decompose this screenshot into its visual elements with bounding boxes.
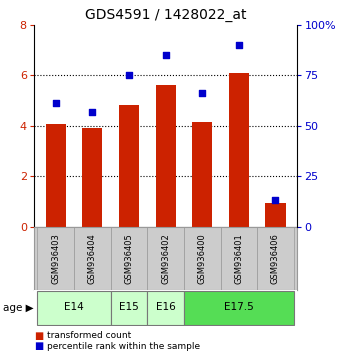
- Bar: [229, 73, 249, 227]
- Point: [53, 101, 58, 106]
- Text: GSM936405: GSM936405: [124, 233, 134, 284]
- Bar: [147, 227, 184, 290]
- Text: GSM936403: GSM936403: [51, 233, 60, 284]
- Bar: [111, 227, 147, 290]
- Point: [199, 91, 205, 96]
- Text: ■: ■: [34, 341, 43, 351]
- Point: [236, 42, 242, 48]
- Text: E15: E15: [119, 302, 139, 312]
- Bar: [74, 227, 111, 290]
- Text: E14: E14: [64, 302, 84, 312]
- Text: GSM936400: GSM936400: [198, 233, 207, 284]
- Text: transformed count: transformed count: [47, 331, 131, 340]
- Text: E17.5: E17.5: [224, 302, 254, 312]
- Bar: [265, 202, 286, 227]
- Bar: [46, 124, 66, 227]
- Bar: [119, 105, 139, 227]
- Bar: [38, 227, 74, 290]
- Point: [126, 72, 132, 78]
- Bar: [221, 227, 257, 290]
- Text: age ▶: age ▶: [3, 303, 34, 313]
- Text: GSM936401: GSM936401: [234, 233, 243, 284]
- Text: GSM936404: GSM936404: [88, 233, 97, 284]
- Bar: [82, 128, 102, 227]
- Bar: [111, 291, 147, 325]
- Bar: [184, 227, 221, 290]
- Text: GSM936406: GSM936406: [271, 233, 280, 284]
- Bar: [155, 85, 176, 227]
- Bar: [38, 291, 111, 325]
- Bar: [147, 291, 184, 325]
- Text: GSM936402: GSM936402: [161, 233, 170, 284]
- Bar: [192, 122, 212, 227]
- Text: percentile rank within the sample: percentile rank within the sample: [47, 342, 200, 351]
- Bar: [257, 227, 294, 290]
- Point: [273, 198, 278, 203]
- Point: [90, 109, 95, 114]
- Point: [163, 52, 168, 58]
- Text: ■: ■: [34, 331, 43, 341]
- Text: E16: E16: [156, 302, 175, 312]
- Title: GDS4591 / 1428022_at: GDS4591 / 1428022_at: [85, 8, 246, 22]
- Bar: [184, 291, 294, 325]
